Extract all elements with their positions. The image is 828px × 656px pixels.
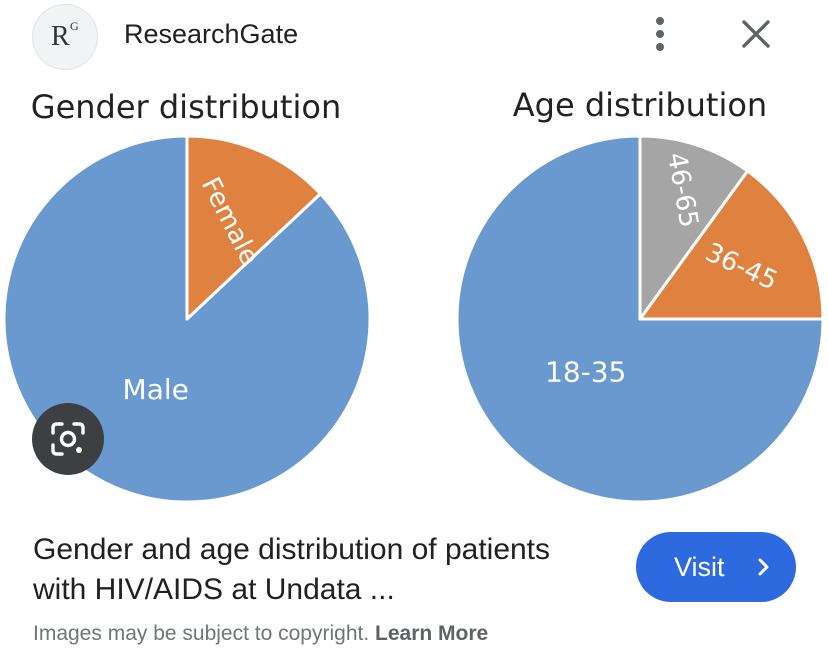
result-caption[interactable]: Gender and age distribution of patients … — [33, 533, 551, 606]
source-name[interactable]: ResearchGate — [124, 19, 299, 49]
header: R G ResearchGate — [0, 0, 828, 72]
chart-title: Gender distribution — [31, 88, 341, 126]
pie-slice-36-45 — [638, 169, 825, 321]
result-image[interactable]: Gender distribution Male Female Age distrib… — [0, 78, 828, 518]
more-vert-icon — [656, 17, 664, 51]
close-button[interactable] — [736, 14, 776, 54]
close-icon — [742, 20, 770, 48]
pie-slice-46-65 — [638, 134, 750, 321]
visit-button-label: Visit — [674, 552, 725, 582]
google-lens-icon — [51, 422, 85, 456]
slice-label: Male — [123, 373, 189, 406]
logo-superscript: G — [70, 19, 79, 33]
slice-label: 18-35 — [545, 355, 626, 388]
copyright-notice: Images may be subject to copyright. Lear… — [33, 620, 488, 648]
learn-more-link[interactable]: Learn More — [375, 622, 489, 645]
lens-search-button[interactable] — [32, 403, 104, 475]
researchgate-logo: R G — [32, 4, 98, 70]
chevron-right-icon — [758, 558, 769, 576]
pie-slice-18-35 — [455, 134, 825, 504]
copyright-text: Images may be subject to copyright. — [33, 622, 370, 645]
visit-button[interactable]: Visit — [636, 532, 796, 602]
pie-slice-female — [185, 134, 322, 321]
logo-letter: R — [51, 21, 70, 52]
chart-title: Age distribution — [513, 86, 767, 124]
more-options-button[interactable] — [640, 14, 680, 54]
